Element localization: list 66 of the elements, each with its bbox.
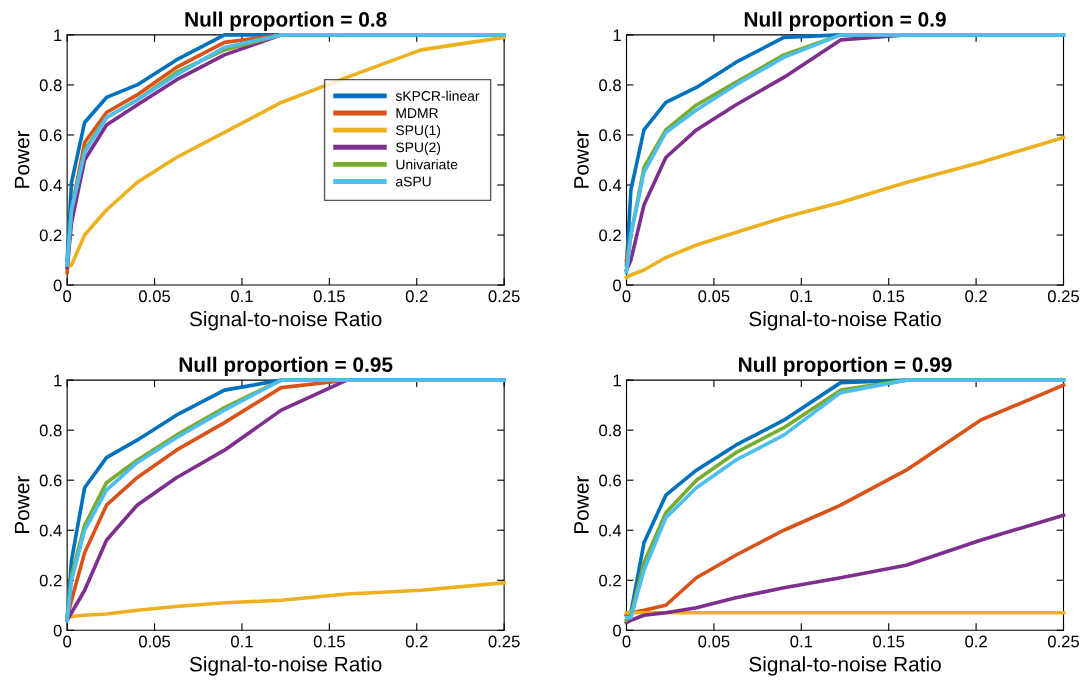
legend-label: Univariate (396, 159, 458, 170)
x-tick-label: 0.15 (313, 635, 345, 648)
chart-title: Null proportion = 0.95 (179, 356, 393, 377)
x-tick-label: 0 (63, 635, 72, 648)
y-tick-label: 0.8 (39, 424, 62, 437)
y-tick-label: 0.2 (599, 229, 621, 242)
x-tick-label: 0.25 (488, 290, 520, 303)
y-axis-title: Power (14, 476, 30, 534)
y-tick-label: 0 (53, 279, 62, 292)
x-tick-label: 0.1 (231, 290, 253, 303)
y-tick-label: 0.8 (39, 79, 62, 92)
y-tick-label: 0 (613, 279, 621, 292)
x-tick-label: 0 (622, 290, 631, 303)
x-axis-title: Signal-to-noise Ratio (749, 311, 941, 331)
legend-label: MDMR (396, 108, 438, 118)
chart-title: Null proportion = 0.8 (185, 11, 387, 31)
x-tick-label: 0.05 (138, 290, 171, 303)
y-tick-label: 1 (613, 374, 621, 387)
x-tick-label: 0.15 (873, 290, 905, 303)
y-tick-label: 1 (54, 29, 62, 41)
y-tick-label: 0.6 (599, 129, 621, 142)
x-axis-title: Signal-to-noise Ratio (749, 656, 941, 676)
y-tick-label: 0 (613, 624, 621, 637)
x-axis-title: Signal-to-noise Ratio (189, 656, 382, 676)
x-tick-label: 0.1 (790, 635, 813, 648)
legend-label: SPU(2) (396, 142, 441, 155)
y-tick-label: 1 (613, 29, 621, 41)
x-tick-label: 0.05 (698, 290, 730, 303)
y-tick-label: 0.4 (599, 179, 622, 192)
chart-title: Null proportion = 0.99 (739, 356, 952, 377)
y-tick-label: 0.2 (599, 574, 621, 587)
x-tick-label: 0.25 (1047, 635, 1080, 648)
y-axis-title: Power (14, 130, 30, 188)
chart-title: Null proportion = 0.9 (744, 11, 946, 31)
x-tick-label: 0.1 (790, 290, 813, 303)
y-tick-label: 0 (53, 624, 62, 637)
x-tick-label: 0.2 (405, 290, 428, 303)
y-tick-label: 0.4 (39, 179, 62, 192)
y-tick-label: 0.8 (599, 79, 621, 92)
x-tick-label: 0.2 (965, 635, 987, 648)
y-tick-label: 0.6 (39, 129, 62, 142)
x-tick-label: 0.25 (488, 635, 520, 648)
x-tick-label: 0.05 (138, 635, 171, 648)
y-tick-label: 0.2 (39, 574, 62, 587)
x-tick-label: 0.1 (231, 635, 253, 648)
x-tick-label: 0.2 (405, 635, 428, 648)
x-axis-title: Signal-to-noise Ratio (189, 311, 382, 331)
y-tick-label: 0.2 (39, 229, 62, 242)
y-tick-label: 0.6 (39, 474, 62, 487)
x-tick-label: 0.05 (698, 635, 730, 648)
legend-label: SPU(1) (396, 124, 441, 138)
x-tick-label: 0.15 (313, 290, 345, 303)
y-tick-label: 0.8 (599, 424, 621, 437)
legend-label: sKPCR-linear (395, 90, 480, 101)
y-tick-label: 0.6 (599, 474, 621, 487)
x-tick-label: 0.15 (873, 635, 905, 648)
x-tick-label: 0 (622, 635, 631, 648)
y-tick-label: 0.4 (39, 524, 62, 537)
x-tick-label: 0.2 (965, 290, 987, 303)
legend-label: aSPU (396, 176, 431, 187)
x-tick-label: 0.25 (1047, 290, 1080, 303)
y-tick-label: 0.4 (599, 524, 622, 537)
y-tick-label: 1 (54, 374, 62, 387)
y-axis-title: Power (574, 476, 589, 534)
y-axis-title: Power (574, 130, 589, 188)
x-tick-label: 0 (63, 290, 72, 303)
